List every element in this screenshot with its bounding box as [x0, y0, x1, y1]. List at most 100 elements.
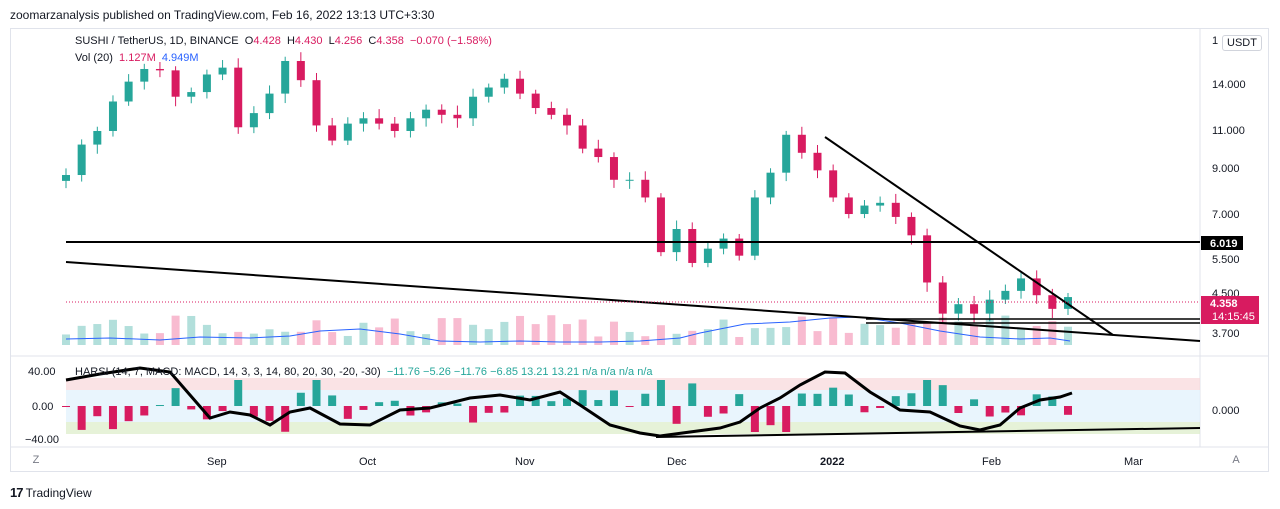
candle-body[interactable] — [281, 60, 290, 94]
volume-bar — [578, 319, 587, 345]
overbought-band — [66, 378, 1200, 390]
volume-value: 1.127M — [119, 52, 156, 64]
candle-body[interactable] — [876, 202, 885, 206]
candle-body[interactable] — [187, 92, 196, 97]
candle-body[interactable] — [390, 123, 399, 131]
price-tick: 11.000 — [1212, 125, 1245, 137]
candle-body[interactable] — [1048, 295, 1057, 309]
candle-body[interactable] — [782, 134, 791, 173]
candle-body[interactable] — [359, 118, 368, 124]
candle-body[interactable] — [108, 101, 117, 131]
price-axis[interactable]: 14.000 11.000 9.000 7.000 5.500 4.500 3.… — [1212, 79, 1246, 340]
candle-body[interactable] — [844, 197, 853, 215]
auto-scale-button[interactable]: A — [1232, 454, 1240, 466]
candle-body[interactable] — [656, 197, 665, 253]
macd-histogram-bar — [641, 393, 650, 406]
candle-body[interactable] — [1017, 278, 1026, 291]
candle-body[interactable] — [813, 152, 822, 171]
candle-body[interactable] — [970, 304, 979, 314]
candle-body[interactable] — [907, 216, 916, 236]
volume-bar — [93, 324, 102, 345]
macd-histogram-bar — [1017, 406, 1026, 416]
candle-body[interactable] — [750, 197, 759, 256]
volume-bar — [359, 322, 368, 345]
candle-body[interactable] — [516, 78, 525, 94]
candle-body[interactable] — [140, 68, 149, 82]
candle-body[interactable] — [1032, 278, 1041, 296]
candle-body[interactable] — [422, 109, 431, 119]
candle-body[interactable] — [406, 118, 415, 131]
candle-body[interactable] — [469, 96, 478, 119]
candle-body[interactable] — [547, 108, 556, 115]
candle-body[interactable] — [563, 114, 571, 126]
candle-body[interactable] — [312, 80, 321, 126]
harsi-trendline — [655, 427, 1201, 438]
macd-histogram-bar — [453, 403, 462, 406]
candle-body[interactable] — [641, 179, 650, 198]
time-tick: Sep — [207, 456, 227, 468]
candle-body[interactable] — [296, 60, 305, 81]
candle-body[interactable] — [985, 299, 994, 314]
zoom-button[interactable]: Z — [32, 454, 40, 466]
candle-body[interactable] — [234, 67, 243, 128]
macd-histogram-bar — [547, 401, 556, 406]
candle-body[interactable] — [453, 114, 462, 119]
ind-right-tick: 0.000 — [1212, 405, 1240, 417]
candle-body[interactable] — [343, 123, 352, 141]
symbol-legend[interactable]: SUSHI / TetherUS, 1D, BINANCE O4.428 H4.… — [75, 35, 492, 47]
time-axis[interactable]: Sep Oct Nov Dec 2022 Feb Mar — [207, 456, 1143, 468]
macd-histogram-bar — [970, 399, 979, 406]
candle-body[interactable] — [1001, 290, 1010, 300]
volume-bar — [108, 319, 117, 345]
candle-body[interactable] — [171, 70, 180, 97]
candle-body[interactable] — [484, 87, 493, 97]
candle-body[interactable] — [719, 238, 728, 249]
volume-legend[interactable]: Vol (20) 1.127M 4.949M — [75, 52, 199, 64]
candle-body[interactable] — [672, 228, 681, 253]
candle-body[interactable] — [93, 130, 102, 145]
tradingview-logo-icon: 17 — [10, 485, 24, 500]
candle-body[interactable] — [249, 113, 258, 128]
candle-body[interactable] — [829, 170, 838, 198]
candle-body[interactable] — [860, 205, 869, 215]
candle-body[interactable] — [609, 157, 618, 180]
candle-body[interactable] — [265, 93, 274, 114]
candle-body[interactable] — [500, 78, 509, 88]
candle-body[interactable] — [202, 74, 211, 93]
volume-bar — [891, 327, 900, 345]
candle-body[interactable] — [703, 248, 712, 263]
candle-body[interactable] — [938, 282, 947, 314]
descending-trendline[interactable] — [824, 136, 1114, 336]
macd-histogram-bar — [797, 393, 806, 406]
candle-body[interactable] — [437, 109, 446, 115]
candle-body[interactable] — [62, 175, 70, 181]
candle-body[interactable] — [218, 67, 227, 75]
candle-body[interactable] — [531, 93, 540, 109]
candle-body[interactable] — [328, 125, 337, 141]
candle-body[interactable] — [923, 235, 932, 283]
candle-body[interactable] — [77, 144, 86, 176]
candle-body[interactable] — [124, 81, 133, 102]
macd-histogram-bar — [860, 406, 869, 413]
macd-histogram-bar — [187, 406, 196, 410]
candle-body[interactable] — [735, 238, 744, 256]
candle-body[interactable] — [688, 228, 697, 263]
candle-body[interactable] — [797, 134, 806, 153]
tradingview-branding[interactable]: 17 TradingView — [10, 485, 92, 500]
indicator-legend[interactable]: HARSI (14, 7, MACD: MACD, 14, 3, 3, 14, … — [75, 366, 653, 378]
macd-histogram-bar — [265, 406, 274, 421]
candle-body[interactable] — [891, 202, 900, 217]
candle-body[interactable] — [954, 304, 963, 314]
candle-body[interactable] — [766, 172, 775, 198]
candle-body[interactable] — [594, 148, 603, 158]
macd-histogram-bar — [656, 380, 665, 406]
candle-body[interactable] — [155, 68, 164, 71]
candle-body[interactable] — [625, 179, 634, 181]
indicator-name: HARSI — [75, 366, 109, 378]
volume-bar — [797, 316, 806, 345]
currency-badge[interactable]: USDT — [1222, 35, 1262, 51]
candle-body[interactable] — [578, 125, 587, 149]
price-tick: 14.000 — [1212, 79, 1246, 91]
candle-body[interactable] — [375, 118, 384, 124]
